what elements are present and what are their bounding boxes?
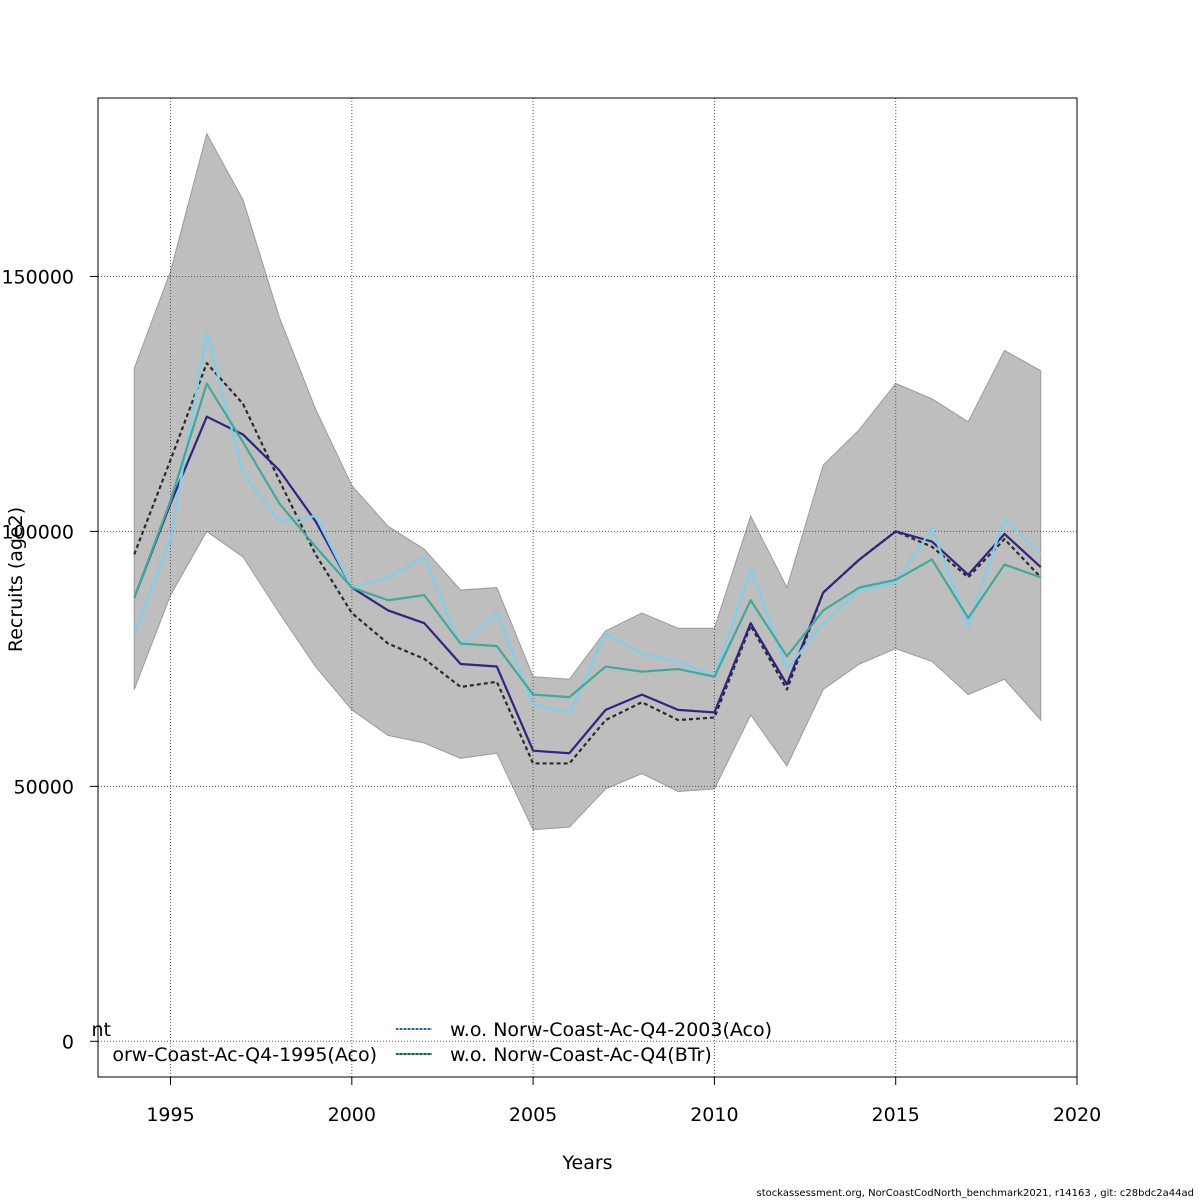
legend-label: w.o. Norw-Coast-Ac-Q4-2003(Aco) [450, 1019, 772, 1041]
y-axis: 0 50000 100000 150000 [1, 266, 98, 1053]
series-line-3 [133, 382, 1042, 699]
x-tick-label: 1995 [146, 1104, 194, 1126]
x-axis-title: Years [561, 1152, 612, 1174]
x-tick-label: 2015 [872, 1104, 920, 1126]
y-axis-title: Recruits (age2) [5, 507, 27, 652]
legend-label: w.o. Norw-Coast-Ac-Q4(BTr) [450, 1044, 712, 1066]
legend-label: orw-Coast-Ac-Q4-1995(Aco) [112, 1044, 377, 1066]
legend-label: nt [92, 1019, 112, 1041]
x-tick-label: 2010 [690, 1104, 738, 1126]
plot-frame [97, 97, 1078, 1078]
x-axis: 1995 2000 2005 2010 2015 2020 [146, 1077, 1101, 1126]
x-tick-label: 2000 [328, 1104, 376, 1126]
footer-credit: stockassessment.org, NorCoastCodNorth_be… [756, 1188, 1194, 1199]
y-tick-label: 50000 [14, 776, 74, 798]
y-tick-label: 150000 [1, 266, 74, 288]
series-layer [133, 331, 1042, 765]
legend: nt w.o. Norw-Coast-Ac-Q4-2003(Aco) orw-Coa… [92, 1019, 773, 1066]
x-tick-label: 2005 [509, 1104, 557, 1126]
y-tick-label: 0 [62, 1031, 74, 1053]
x-tick-label: 2020 [1053, 1104, 1101, 1126]
confidence-band-layer [133, 132, 1042, 831]
series-line-1 [133, 415, 1042, 755]
series-line-2 [133, 331, 1042, 714]
y-tick-label: 100000 [1, 521, 74, 543]
confidence-band [133, 132, 1042, 831]
